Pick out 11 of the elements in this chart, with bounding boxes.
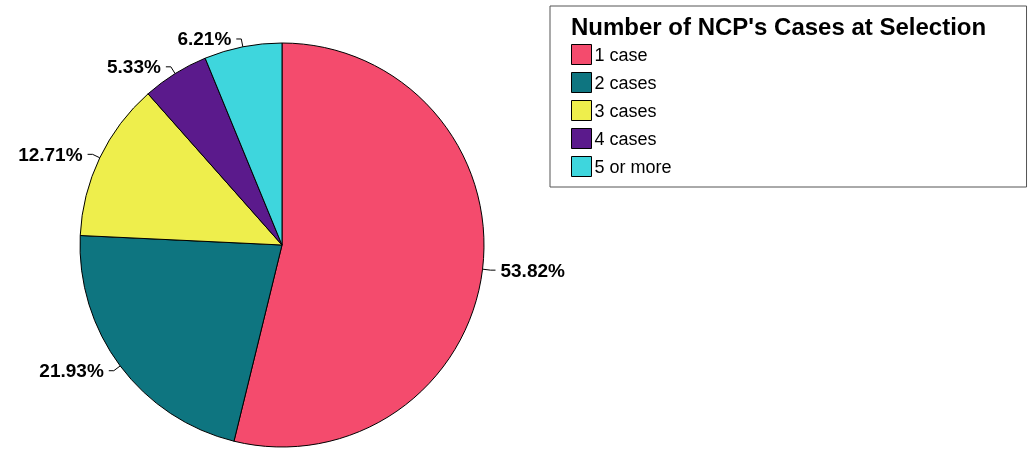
legend-label: 2 cases [594,72,657,93]
data-label: 53.82% [500,259,566,281]
legend-label: 4 cases [594,128,657,149]
data-label: 5.33% [107,56,161,78]
legend-label: 5 or more [594,156,672,177]
data-label: 6.21% [177,28,232,50]
data-label: 21.93% [39,360,104,382]
legend-label: 1 case [594,44,648,65]
legend-title: Number of NCP's Cases at Selection [571,12,987,40]
data-label: 12.71% [18,143,83,165]
legend-label: 3 cases [594,100,657,121]
